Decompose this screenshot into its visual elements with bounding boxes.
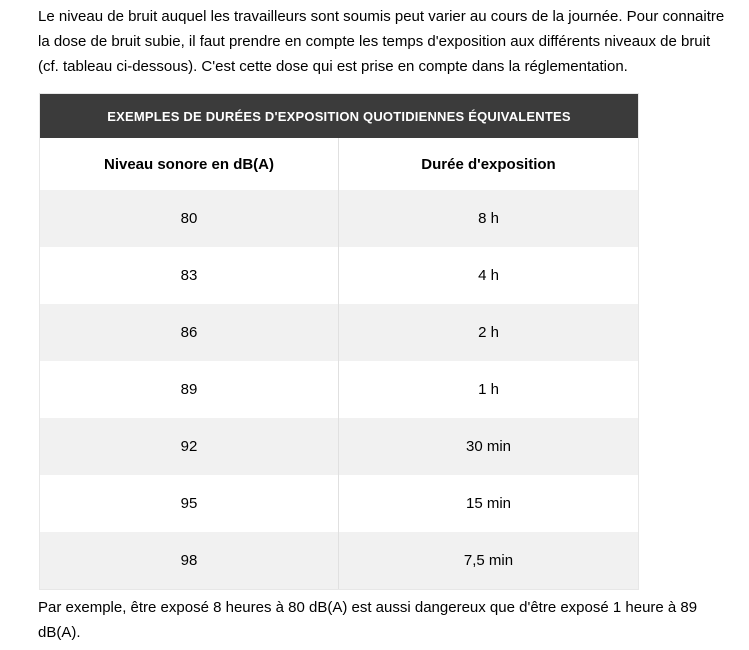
example-line: Par exemple, être exposé 8 heures à 80 d… bbox=[38, 599, 698, 616]
noise-level-cell: 86 bbox=[40, 304, 339, 361]
noise-level-cell: 98 bbox=[40, 532, 339, 589]
table-row: 98 7,5 min bbox=[40, 532, 638, 589]
table-row: 92 30 min bbox=[40, 418, 638, 475]
duration-cell: 30 min bbox=[465, 438, 512, 455]
noise-level-cell: 95 bbox=[40, 475, 339, 532]
noise-level-cell: 92 bbox=[40, 418, 339, 475]
table-row: 80 8 h bbox=[40, 190, 638, 247]
duration-cell: 7,5 min bbox=[463, 552, 514, 569]
example-paragraph: Par exemple, être exposé 8 heures à 80 d… bbox=[38, 595, 697, 645]
column-header-exposure-duration: Durée d'exposition bbox=[421, 155, 556, 173]
duration-cell: 2 h bbox=[478, 324, 499, 341]
exposure-equivalence-table: EXEMPLES DE DURÉES D'EXPOSITION QUOTIDIE… bbox=[39, 93, 639, 590]
table-title: EXEMPLES DE DURÉES D'EXPOSITION QUOTIDIE… bbox=[40, 94, 638, 138]
noise-level-cell: 83 bbox=[40, 247, 339, 304]
column-header-noise-level: Niveau sonore en dB(A) bbox=[40, 138, 339, 190]
intro-line: Le niveau de bruit auquel les travailleu… bbox=[38, 8, 725, 25]
intro-line: (cf. tableau ci-dessous). C'est cette do… bbox=[38, 58, 628, 75]
table-row: 95 15 min bbox=[40, 475, 638, 532]
duration-cell: 1 h bbox=[478, 381, 499, 398]
table-header-row: Niveau sonore en dB(A) Durée d'expositio… bbox=[40, 138, 638, 190]
duration-cell: 15 min bbox=[465, 495, 512, 512]
table-row: 86 2 h bbox=[40, 304, 638, 361]
noise-level-cell: 89 bbox=[40, 361, 339, 418]
table-row: 83 4 h bbox=[40, 247, 638, 304]
duration-cell: 8 h bbox=[478, 210, 499, 227]
table-row: 89 1 h bbox=[40, 361, 638, 418]
duration-cell: 4 h bbox=[478, 267, 499, 284]
intro-paragraph: Le niveau de bruit auquel les travailleu… bbox=[38, 4, 724, 79]
example-line: dB(A). bbox=[38, 624, 81, 641]
intro-line: la dose de bruit subie, il faut prendre … bbox=[38, 33, 711, 50]
noise-level-cell: 80 bbox=[40, 190, 339, 247]
